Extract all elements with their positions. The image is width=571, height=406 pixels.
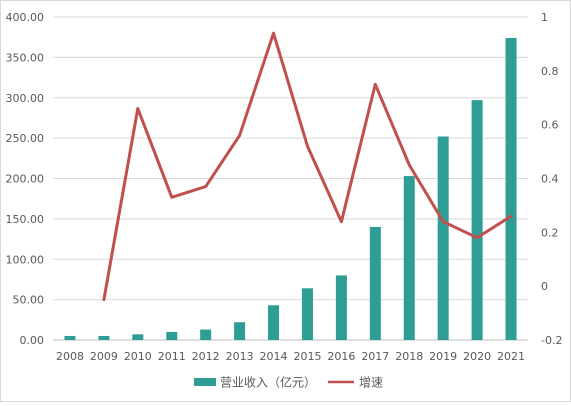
x-tick-label: 2019 xyxy=(429,350,457,363)
revenue-bar xyxy=(335,275,347,340)
left-tick-label: 250.00 xyxy=(6,132,45,145)
legend: 营业收入（亿元） 增速 xyxy=(194,375,383,390)
x-tick-label: 2008 xyxy=(56,350,84,363)
left-tick-label: 0.00 xyxy=(20,334,45,347)
revenue-bar xyxy=(471,100,483,340)
revenue-bar xyxy=(403,176,415,340)
left-tick-label: 300.00 xyxy=(6,92,45,105)
bar-series xyxy=(64,37,517,341)
revenue-bar xyxy=(166,331,178,340)
left-tick-label: 50.00 xyxy=(13,294,45,307)
revenue-bar xyxy=(132,334,144,340)
growth-rate-point xyxy=(204,185,207,188)
x-tick-label: 2020 xyxy=(463,350,491,363)
x-tick-label: 2016 xyxy=(327,350,355,363)
x-axis: 2008 2009 2010 2011 2012 2013 2014 2015 2016 2017… xyxy=(56,350,525,363)
right-tick-label: -0.2 xyxy=(541,334,562,347)
growth-rate-point xyxy=(238,134,241,137)
x-tick-label: 2009 xyxy=(90,350,118,363)
growth-rate-point xyxy=(374,83,377,86)
revenue-bar xyxy=(437,136,449,340)
growth-rate-point xyxy=(509,214,513,218)
x-tick-label: 2015 xyxy=(293,350,321,363)
x-tick-label: 2011 xyxy=(158,350,186,363)
right-tick-label: 0.2 xyxy=(541,226,559,239)
x-tick-label: 2010 xyxy=(124,350,152,363)
x-tick-label: 2017 xyxy=(361,350,389,363)
right-axis: -0.2 0 0.2 0.4 0.6 0.8 1 xyxy=(541,11,562,347)
growth-rate-point xyxy=(441,220,445,223)
line-series xyxy=(102,31,513,302)
revenue-bar xyxy=(505,37,517,341)
revenue-bar xyxy=(268,305,280,340)
growth-rate-point xyxy=(306,145,309,148)
growth-rate-point xyxy=(408,163,411,167)
right-tick-label: 0 xyxy=(541,280,548,293)
legend-bar-label: 营业收入（亿元） xyxy=(220,375,316,390)
left-tick-label: 400.00 xyxy=(6,11,45,24)
left-tick-label: 350.00 xyxy=(6,51,45,64)
left-tick-label: 200.00 xyxy=(6,173,45,186)
x-tick-label: 2012 xyxy=(192,350,220,363)
growth-rate-point xyxy=(136,107,140,110)
x-tick-label: 2021 xyxy=(497,350,525,363)
x-tick-label: 2013 xyxy=(226,350,254,363)
right-tick-label: 0.6 xyxy=(541,119,559,132)
legend-bar-swatch xyxy=(194,378,216,386)
revenue-bar xyxy=(369,226,381,340)
growth-rate-point xyxy=(102,298,106,301)
x-tick-label: 2018 xyxy=(395,350,423,363)
left-tick-label: 100.00 xyxy=(6,253,45,266)
left-tick-label: 150.00 xyxy=(6,213,45,226)
x-tick-label: 2014 xyxy=(260,350,288,363)
legend-line-label: 增速 xyxy=(359,376,383,390)
revenue-bar xyxy=(98,335,110,340)
revenue-bar xyxy=(301,288,313,340)
growth-rate-point xyxy=(170,196,173,199)
revenue-bar xyxy=(234,322,246,340)
right-tick-label: 0.8 xyxy=(541,65,559,78)
revenue-bar xyxy=(200,329,212,340)
left-axis: 0.00 50.00 100.00 150.00 200.00 250.00 300.00 3… xyxy=(6,11,45,347)
growth-rate-point xyxy=(475,236,479,239)
revenue-bar xyxy=(64,335,76,340)
growth-rate-point xyxy=(340,220,343,223)
growth-rate-point xyxy=(272,31,275,35)
right-tick-label: 1 xyxy=(541,11,548,24)
right-tick-label: 0.4 xyxy=(541,173,559,186)
